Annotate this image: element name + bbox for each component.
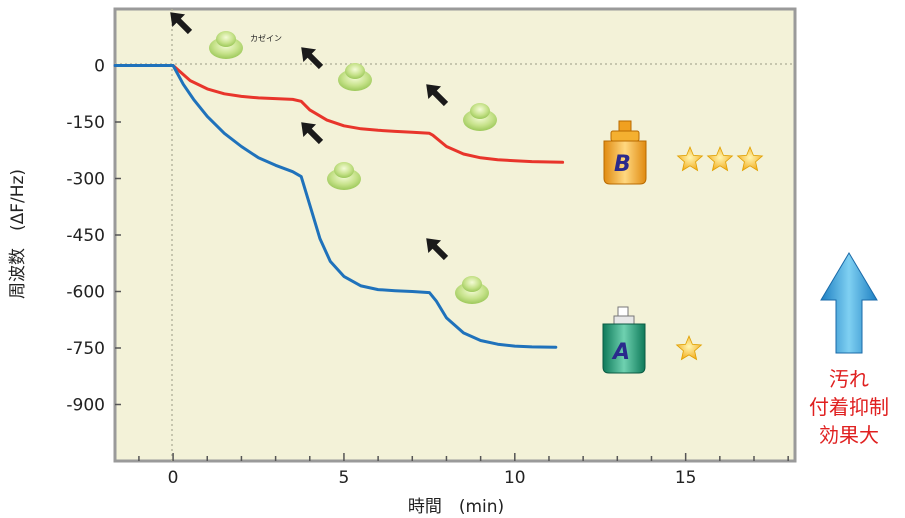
injection-arrow-icon [426,238,449,261]
casein-blob-icon [327,162,361,190]
plot-background [113,7,797,463]
y-tick-label: -150 [66,113,105,133]
star-icon [736,145,764,172]
injection-arrow-icon [170,12,193,35]
star-icon [676,145,704,172]
side-note-line-2: 付着抑制 [809,395,889,419]
injection-arrow-icon [426,84,449,107]
y-axis-label: 周波数 (ΔF/Hz) [8,169,28,299]
x-axis-label: 時間 (min) [408,497,504,517]
injection-arrow-layer [170,12,449,261]
x-tick-label: 10 [504,468,526,488]
product-a-letter: A [611,340,630,365]
up-arrow-icon [820,252,878,354]
x-tick-label: 5 [339,468,350,488]
side-note-line-1: 汚れ [829,367,869,391]
series-layer [113,64,565,349]
series-line-a [113,64,558,349]
casein-blob-icon [455,276,489,304]
casein-label: カゼイン [250,33,282,43]
star-icon [706,145,734,172]
side-note-line-3: 効果大 [819,423,879,447]
casein-blob-icon [463,103,497,131]
x-tick-label: 15 [675,468,697,488]
casein-blob-icon [338,63,372,91]
casein-blob-layer [209,31,497,304]
star-icon [675,334,703,361]
series-line-b [113,64,565,164]
x-axis: 0 5 10 15 [138,453,789,488]
y-tick-label: -600 [66,283,105,303]
product-b-bottle: B [603,120,647,185]
y-axis: 0 -150 -300 -450 -600 -750 -900 [66,57,121,416]
y-tick-label: 0 [94,57,105,77]
product-b-letter: B [614,152,631,177]
y-tick-label: -300 [66,170,105,190]
injection-arrow-icon [301,47,324,70]
y-tick-label: -450 [66,226,105,246]
product-a-stars [675,334,703,361]
product-b-stars [676,145,764,172]
product-a-bottle: A [602,306,646,374]
y-tick-label: -900 [66,396,105,416]
casein-blob-icon [209,31,243,59]
y-tick-label: -750 [66,339,105,359]
injection-arrow-icon [301,122,324,145]
x-tick-label: 0 [168,468,179,488]
